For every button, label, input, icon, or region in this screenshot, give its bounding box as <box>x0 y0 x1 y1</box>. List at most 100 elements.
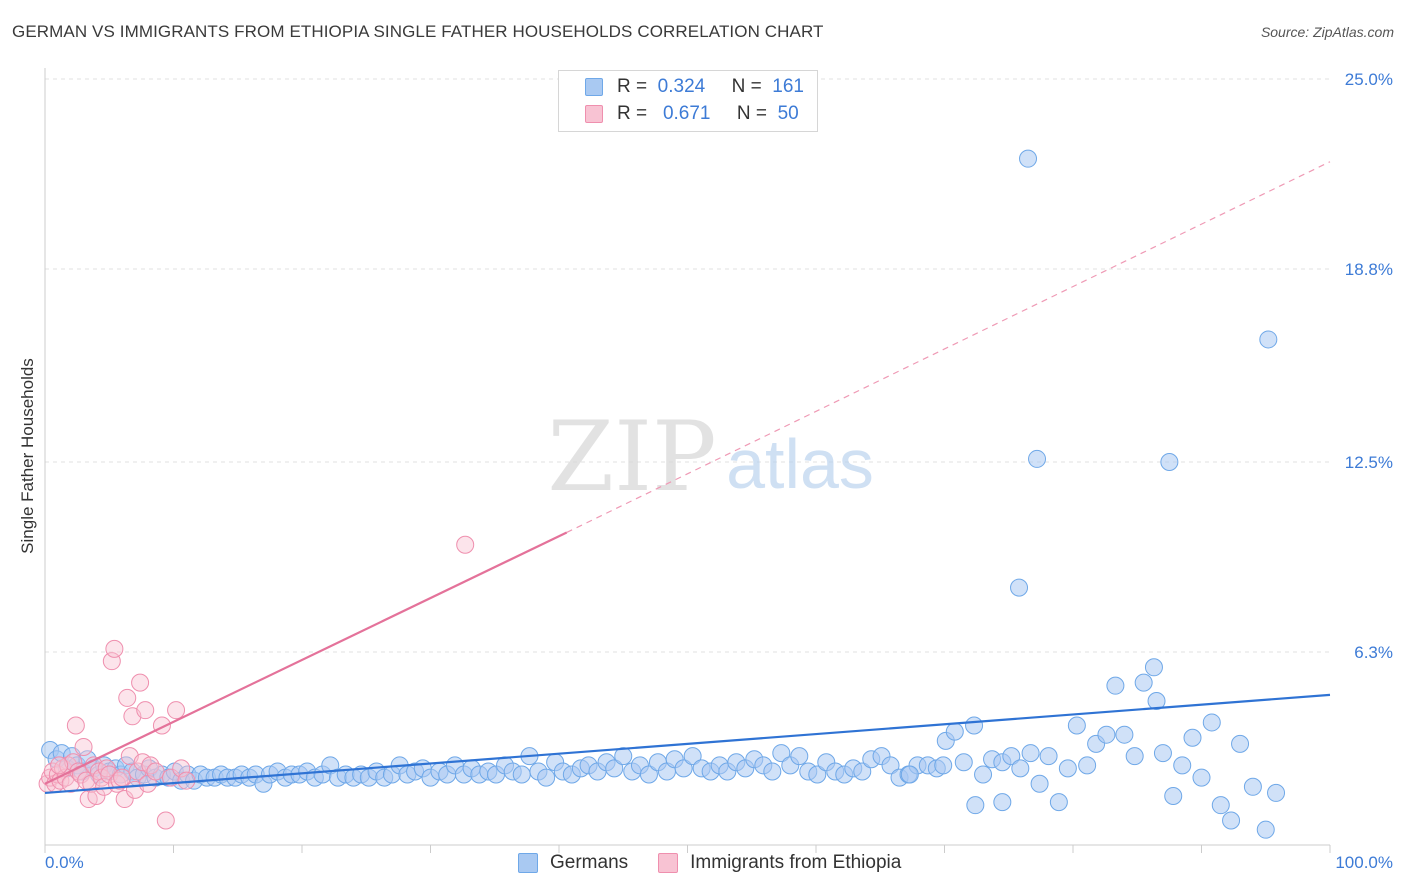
data-point-germans <box>1011 759 1030 778</box>
data-point-ethiopia <box>105 639 124 658</box>
data-point-germans <box>605 759 624 778</box>
legend-n-label: N = <box>731 76 762 97</box>
data-point-germans <box>1021 744 1040 763</box>
watermark-atlas: atlas <box>726 425 874 503</box>
data-point-germans <box>1097 725 1116 744</box>
data-point-germans <box>1147 691 1166 710</box>
data-point-ethiopia <box>141 756 160 775</box>
data-point-germans <box>683 747 702 766</box>
source-credit: Source: ZipAtlas.com <box>1260 24 1394 40</box>
series-legend: Germans Immigrants from Ethiopia <box>518 852 931 874</box>
data-point-germans <box>1231 734 1250 753</box>
data-point-germans <box>1106 676 1125 695</box>
y-tick-label: 12.5% <box>1345 453 1393 472</box>
data-point-germans <box>1192 768 1211 787</box>
trendline-germans <box>44 693 1331 795</box>
data-point-ethiopia <box>74 737 93 756</box>
data-point-germans <box>1160 453 1179 471</box>
data-point-germans <box>954 753 973 772</box>
legend-r-label: R = <box>617 76 648 97</box>
trendline-ethiopia-extension <box>566 161 1331 534</box>
data-point-germans <box>1030 774 1049 793</box>
data-point-germans <box>945 722 964 741</box>
y-tick-label: 18.8% <box>1345 260 1393 279</box>
data-point-germans <box>1173 756 1192 775</box>
data-point-germans <box>1028 449 1047 468</box>
data-point-germans <box>763 762 782 781</box>
data-point-germans <box>772 744 791 763</box>
legend-swatch-germans <box>585 78 603 96</box>
data-point-ethiopia <box>118 688 137 707</box>
data-point-germans <box>1144 658 1163 677</box>
chart-title: GERMAN VS IMMIGRANTS FROM ETHIOPIA SINGL… <box>12 22 824 41</box>
data-point-germans <box>1259 330 1278 349</box>
data-point-germans <box>1010 578 1029 597</box>
data-point-germans <box>808 765 827 784</box>
data-point-germans <box>614 747 633 766</box>
data-point-germans <box>1256 820 1275 839</box>
data-point-germans <box>1125 747 1144 766</box>
data-point-germans <box>1267 783 1286 802</box>
legend-n-value-ethiopia: 50 <box>777 103 799 124</box>
legend-swatch-ethiopia <box>658 853 679 873</box>
data-point-ethiopia <box>66 716 85 735</box>
data-point-germans <box>1049 793 1068 812</box>
legend-row-germans: R = 0.324 N = 161 <box>585 75 804 99</box>
data-point-germans <box>1153 744 1172 763</box>
data-point-germans <box>1067 716 1086 735</box>
legend-r-value-ethiopia: 0.671 <box>662 103 711 124</box>
data-point-ethiopia <box>161 768 180 787</box>
data-point-germans <box>1222 811 1241 830</box>
x-tick-label-min: 0.0% <box>45 853 84 872</box>
data-point-germans <box>790 747 809 766</box>
trendline-ethiopia <box>44 531 568 785</box>
data-point-ethiopia <box>115 790 134 809</box>
x-tick-label-max: 100.0% <box>1335 853 1393 872</box>
data-point-ethiopia <box>131 673 150 692</box>
legend-item-germans[interactable]: Germans <box>518 852 628 874</box>
data-point-ethiopia <box>110 771 129 790</box>
legend-row-ethiopia: R = 0.671 N = 50 <box>585 102 799 126</box>
data-point-germans <box>1202 713 1221 732</box>
data-point-germans <box>1183 728 1202 747</box>
data-point-ethiopia <box>87 786 106 805</box>
legend-label-ethiopia: Immigrants from Ethiopia <box>690 852 902 873</box>
data-point-ethiopia <box>167 701 186 720</box>
legend-r-value-germans: 0.324 <box>657 76 706 97</box>
data-point-germans <box>1134 673 1153 692</box>
data-point-ethiopia <box>146 762 165 781</box>
legend-item-ethiopia[interactable]: Immigrants from Ethiopia <box>658 852 901 874</box>
data-point-ethiopia <box>156 811 175 830</box>
data-point-germans <box>993 793 1012 812</box>
data-point-germans <box>639 765 658 784</box>
data-point-germans <box>1058 759 1077 778</box>
legend-swatch-germans <box>518 853 538 873</box>
data-point-germans <box>1078 756 1097 775</box>
data-point-germans <box>1115 725 1134 744</box>
legend-swatch-ethiopia <box>585 105 603 123</box>
data-point-germans <box>965 716 984 735</box>
data-point-germans <box>1211 796 1230 815</box>
data-point-germans <box>934 756 953 775</box>
legend-label-germans: Germans <box>550 852 629 873</box>
data-point-germans <box>512 765 531 784</box>
y-tick-label: 6.3% <box>1354 643 1393 662</box>
legend-n-label: N = <box>736 103 768 124</box>
watermark-zip: ZIP <box>547 401 716 513</box>
data-point-ethiopia <box>113 768 132 787</box>
data-point-germans <box>1243 777 1262 796</box>
data-point-germans <box>537 768 556 787</box>
data-point-germans <box>1019 149 1038 168</box>
data-point-germans <box>1002 747 1021 766</box>
data-point-germans <box>900 765 919 784</box>
data-point-germans <box>674 759 693 778</box>
legend-r-label: R = <box>617 103 648 124</box>
data-point-germans <box>853 762 872 781</box>
data-point-ethiopia <box>456 535 475 554</box>
data-point-germans <box>1164 786 1183 805</box>
data-point-ethiopia <box>50 756 69 775</box>
y-tick-label: 25.0% <box>1345 70 1393 89</box>
data-point-ethiopia <box>136 701 155 720</box>
data-point-germans <box>1039 747 1058 766</box>
legend-n-value-germans: 161 <box>772 76 804 97</box>
